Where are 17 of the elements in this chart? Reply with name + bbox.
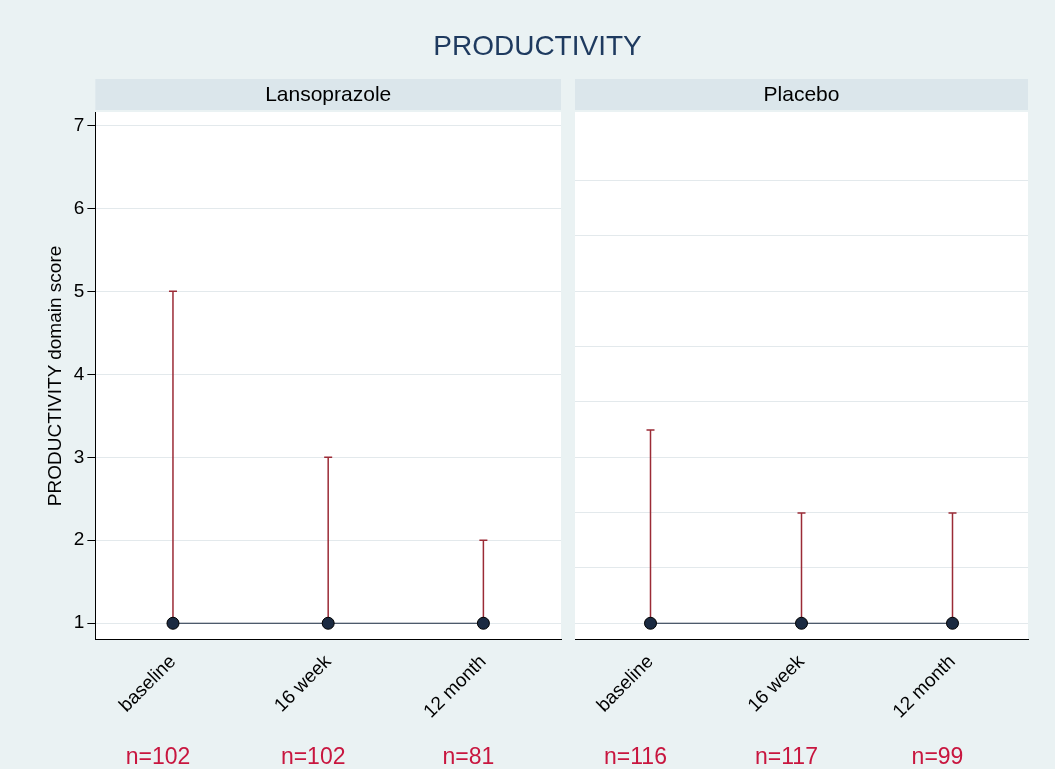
text: n=117 — [755, 743, 818, 769]
y-tick-label: 7 — [73, 113, 85, 135]
y-tick-label: 1 — [73, 611, 85, 633]
chart-subtitle: Placebo — [763, 81, 840, 105]
y-tick-label: 2 — [73, 528, 85, 550]
chart-title: PRODUCTIVITY — [432, 30, 643, 62]
text: n=102 — [125, 743, 191, 769]
y-tick-label: 3 — [73, 445, 85, 467]
y-axis-title: PRODUCTIVITY domain score — [43, 245, 65, 507]
text: n=99 — [911, 743, 964, 769]
y-tick-label: 5 — [73, 279, 85, 301]
y-tick-label: 4 — [73, 362, 85, 384]
y-tick-label: 6 — [73, 196, 85, 218]
text: n=116 — [604, 743, 667, 769]
text: n=102 — [280, 743, 346, 769]
chart-subtitle: Lansoprazole — [265, 81, 392, 105]
text: n=81 — [442, 743, 495, 769]
